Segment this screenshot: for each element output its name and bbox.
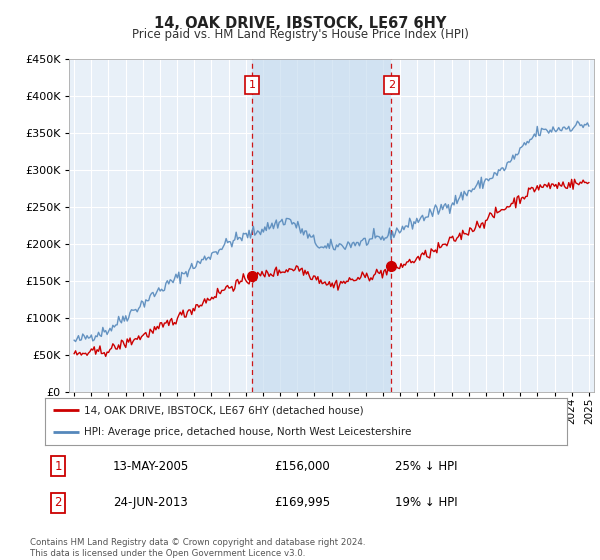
Text: 14, OAK DRIVE, IBSTOCK, LE67 6HY: 14, OAK DRIVE, IBSTOCK, LE67 6HY <box>154 16 446 31</box>
Text: HPI: Average price, detached house, North West Leicestershire: HPI: Average price, detached house, Nort… <box>84 427 412 437</box>
Text: 13-MAY-2005: 13-MAY-2005 <box>113 460 189 473</box>
Text: Contains HM Land Registry data © Crown copyright and database right 2024.
This d: Contains HM Land Registry data © Crown c… <box>30 538 365 558</box>
Bar <box>252 59 391 392</box>
Text: 14, OAK DRIVE, IBSTOCK, LE67 6HY (detached house): 14, OAK DRIVE, IBSTOCK, LE67 6HY (detach… <box>84 405 364 416</box>
Text: 19% ↓ HPI: 19% ↓ HPI <box>395 496 457 509</box>
Text: 1: 1 <box>248 80 256 90</box>
Text: £156,000: £156,000 <box>275 460 331 473</box>
Text: 2: 2 <box>388 80 395 90</box>
Text: 25% ↓ HPI: 25% ↓ HPI <box>395 460 457 473</box>
Text: £169,995: £169,995 <box>275 496 331 509</box>
Text: 2: 2 <box>54 496 62 509</box>
Text: Price paid vs. HM Land Registry's House Price Index (HPI): Price paid vs. HM Land Registry's House … <box>131 28 469 41</box>
Text: 24-JUN-2013: 24-JUN-2013 <box>113 496 188 509</box>
Text: 1: 1 <box>54 460 62 473</box>
